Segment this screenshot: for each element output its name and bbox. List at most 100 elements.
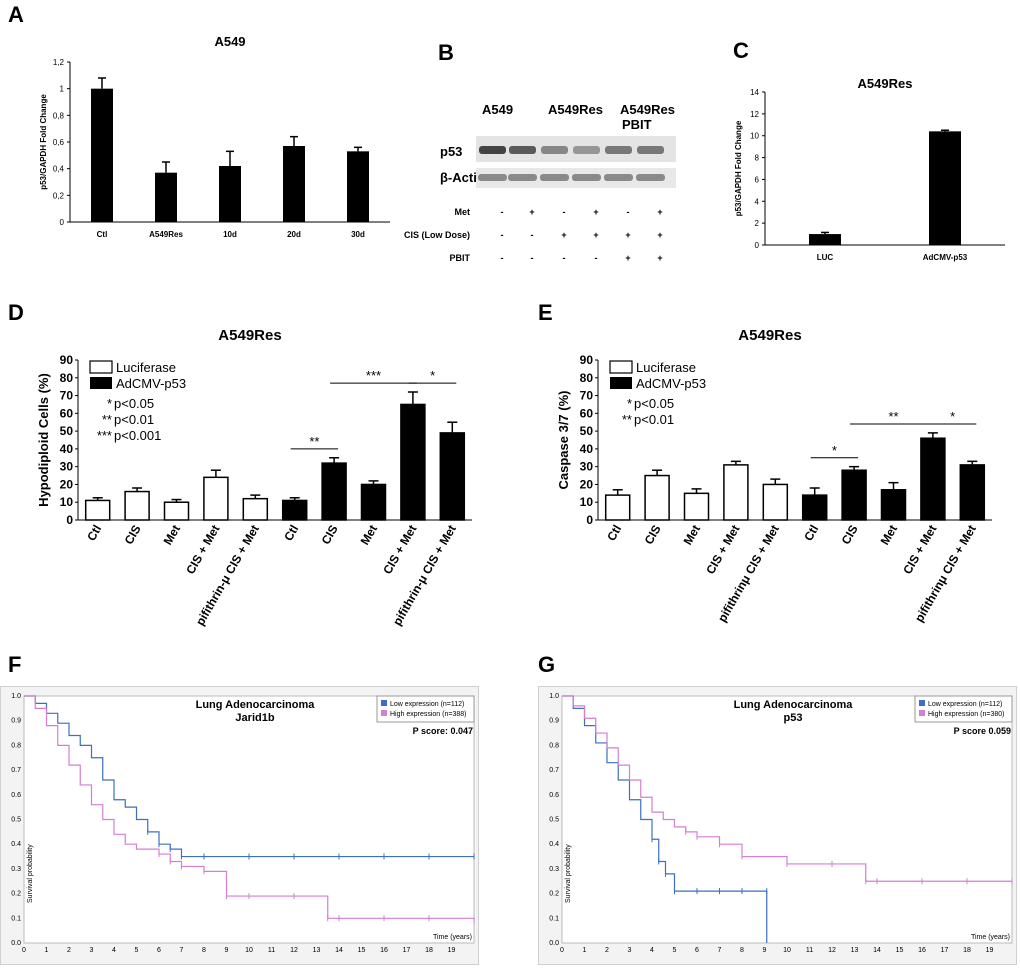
y-tick-label: 0.3 <box>549 866 559 873</box>
legend-swatch-luciferase <box>609 360 633 374</box>
chart-d: A549Res 0 10 20 30 40 50 60 70 80 90 Hypodiploid Ce… <box>20 320 490 640</box>
x-tick-label: CIS + Met <box>703 523 742 577</box>
x-tick-label: 1 <box>583 947 587 954</box>
blot-condition-mark: - <box>531 253 534 263</box>
y-tick-label: 90 <box>580 353 594 367</box>
chart-title: A549Res <box>218 327 281 344</box>
x-tick-label: LUC <box>817 253 834 262</box>
chart-c-svg: A549Res 0 2 4 6 8 10 12 14 p53/GAPDH Fold Change L… <box>734 76 1005 262</box>
chart-title: A549Res <box>858 76 913 91</box>
x-tick-label: 19 <box>986 947 994 954</box>
km-subtitle: p53 <box>784 712 803 724</box>
p53-band <box>637 146 664 154</box>
blot-group-label: A549 <box>482 102 513 117</box>
x-tick-label: 9 <box>763 947 767 954</box>
legend-swatch-adcmv <box>610 377 632 389</box>
blot-condition-mark: + <box>657 230 662 240</box>
y-tick-label: 0.5 <box>549 817 559 824</box>
blot-condition-label: CIS (Low Dose) <box>404 230 470 240</box>
y-tick-label: 10 <box>60 495 74 509</box>
x-tick-label: CIS + Met <box>183 523 222 577</box>
panel-label-c: C <box>733 38 749 63</box>
panel-label-f: F <box>8 652 22 677</box>
significance-stars: ** <box>622 412 632 427</box>
x-tick-label: 15 <box>896 947 904 954</box>
km-legend-label: Low expression (n=112) <box>928 701 1002 708</box>
x-axis-label: Time (years) <box>433 934 472 941</box>
y-tick-label: 8 <box>755 154 760 163</box>
legend-swatch-luciferase <box>89 360 113 374</box>
blot-condition-mark: + <box>593 230 598 240</box>
blot-condition-mark: + <box>561 230 566 240</box>
chart-d-svg: A549Res 0 10 20 30 40 50 60 70 80 90 Hypodiploid Ce… <box>36 327 472 628</box>
x-tick-label: 30d <box>351 230 365 239</box>
y-tick-label: 0,8 <box>53 111 65 120</box>
y-tick-label: 0,2 <box>53 191 65 200</box>
y-tick-label: 60 <box>60 406 74 420</box>
p53-band <box>509 146 536 154</box>
km-legend-box <box>914 695 1013 723</box>
actin-band <box>508 174 537 181</box>
significance-stars: * <box>627 396 632 411</box>
km-curve <box>562 695 768 943</box>
y-tick-label: 0.8 <box>11 742 21 749</box>
actin-band <box>636 174 665 181</box>
y-axis-label: Hypodiploid Cells (%) <box>36 373 51 507</box>
p53-band <box>573 146 600 154</box>
x-tick-label: 6 <box>157 947 161 954</box>
significance-bracket-label: ** <box>888 409 898 424</box>
y-tick-label: 0.4 <box>549 841 559 848</box>
x-tick-label: CIS + Met <box>380 523 419 577</box>
x-tick-label: 14 <box>873 947 881 954</box>
y-tick-label: 6 <box>755 175 760 184</box>
km-plot-f-svg: 0.00.10.20.30.40.50.60.70.80.91.00 1 2 3 4 5 6… <box>0 686 479 965</box>
blot-condition-mark: + <box>625 230 630 240</box>
x-tick-label: 10 <box>245 947 253 954</box>
significance-threshold: p<0.01 <box>114 412 154 427</box>
y-tick-label: 0.9 <box>11 718 21 725</box>
panel-label-e: E <box>538 300 553 325</box>
x-tick-label: Met <box>161 523 183 548</box>
x-tick-label: 17 <box>941 947 949 954</box>
chart-e: A549Res 0 10 20 30 40 50 60 70 80 90 Caspase 3/7 (%… <box>540 320 1010 640</box>
x-tick-label: 9 <box>225 947 229 954</box>
chart-a-svg: A549 0 0,2 0,4 0,6 0,8 1 1,2 p53/GAPDH Fold Chan… <box>39 34 390 239</box>
bar <box>683 492 710 521</box>
panel-label-d: D <box>8 300 24 325</box>
y-tick-label: 30 <box>60 460 74 474</box>
y-axis-label: Caspase 3/7 (%) <box>556 391 571 490</box>
km-plot-area <box>561 695 1013 944</box>
y-tick-label: 80 <box>580 371 594 385</box>
km-plot-area <box>23 695 475 944</box>
actin-band <box>604 174 633 181</box>
x-tick-label: 16 <box>918 947 926 954</box>
y-tick-label: 80 <box>60 371 74 385</box>
x-tick-label: 11 <box>806 947 813 954</box>
y-tick-label: 0.0 <box>11 940 21 947</box>
y-tick-label: 0.7 <box>11 767 21 774</box>
x-tick-label: 4 <box>650 947 654 954</box>
blot-condition-mark: + <box>657 253 662 263</box>
significance-bracket-label: * <box>832 443 837 458</box>
y-tick-label: 0.3 <box>11 866 21 873</box>
x-tick-label: A549Res <box>149 230 183 239</box>
p53-band <box>605 146 632 154</box>
y-axis-label: p53/GAPDH Fold Change <box>734 120 743 216</box>
legend-label: Luciferase <box>116 360 176 375</box>
km-title: Lung Adenocarcinoma <box>196 699 316 711</box>
x-tick-label: AdCMV-p53 <box>923 253 968 262</box>
y-tick-label: 0.1 <box>549 915 559 922</box>
x-tick-label: 4 <box>112 947 116 954</box>
p53-band <box>479 146 506 154</box>
significance-stars: *** <box>97 428 112 443</box>
bar <box>124 490 150 521</box>
bar <box>400 403 426 521</box>
x-tick-label: 13 <box>313 947 321 954</box>
y-tick-label: 0.2 <box>549 891 559 898</box>
km-title: Lung Adenocarcinoma <box>734 699 854 711</box>
y-tick-label: 0.1 <box>11 915 21 922</box>
y-tick-label: 90 <box>60 353 74 367</box>
actin-band <box>540 174 569 181</box>
x-tick-label: CIS + Met <box>900 523 939 577</box>
